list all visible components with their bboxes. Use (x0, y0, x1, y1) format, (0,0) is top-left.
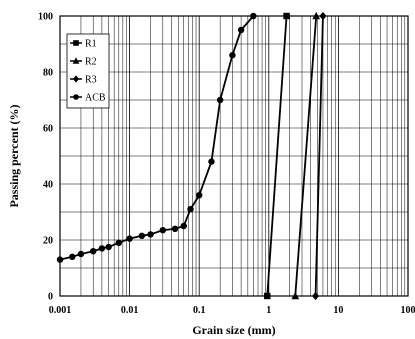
x-tick-label: 1 (266, 305, 271, 316)
data-point-acb (77, 250, 85, 258)
data-point-acb (105, 243, 112, 251)
data-point-acb (237, 26, 245, 34)
legend-marker-r3 (72, 75, 80, 83)
data-point-acb (138, 232, 146, 239)
data-point-acb (229, 52, 236, 59)
data-point-acb (115, 239, 123, 246)
y-tick-label: 40 (43, 180, 53, 191)
data-point-r2 (312, 11, 321, 20)
data-point-r3 (312, 291, 320, 301)
grid (59, 16, 408, 296)
series-line-r2 (294, 15, 318, 297)
y-tick-label: 0 (48, 292, 53, 303)
legend-label-r3: R3 (85, 75, 97, 86)
legend-marker-acb (73, 94, 79, 100)
data-point-r3 (319, 11, 327, 21)
x-axis-title: Grain size (mm) (192, 323, 275, 337)
data-point-acb (69, 253, 76, 260)
legend-label-acb: ACB (85, 93, 106, 104)
series-line-r1 (266, 15, 288, 297)
data-point-acb (250, 12, 257, 20)
y-axis-title: Passing percent (%) (7, 104, 21, 207)
data-series (56, 11, 327, 301)
legend-marker-r2 (72, 57, 80, 64)
legend: R1 R2 R3 ACB (66, 33, 110, 109)
data-point-acb (90, 248, 97, 255)
data-point-acb (98, 245, 106, 252)
x-tick-label: 100 (401, 305, 415, 316)
data-point-r1 (264, 292, 271, 300)
data-point-acb (56, 256, 64, 263)
x-tick-label: 0.001 (49, 305, 72, 316)
tick-labels: 0.001 0.01 0.1 1 10 100 0 20 40 60 80 100 (38, 12, 415, 317)
legend-label-r1: R1 (85, 39, 97, 50)
data-point-acb (171, 225, 179, 232)
series-line-r3 (314, 15, 324, 297)
data-point-acb (126, 235, 133, 242)
data-point-acb (216, 96, 224, 104)
data-point-acb (187, 206, 194, 213)
data-point-acb (159, 227, 167, 234)
data-point-acb (180, 222, 187, 230)
plot-frame (59, 15, 409, 297)
y-tick-label: 80 (43, 68, 53, 79)
data-point-acb (208, 158, 215, 165)
y-tick-label: 100 (38, 12, 53, 23)
legend-label-r2: R2 (85, 57, 97, 68)
legend-marker-r1 (73, 40, 79, 46)
data-point-r2 (291, 291, 300, 300)
data-point-r1 (283, 12, 290, 20)
x-tick-label: 10 (333, 305, 343, 316)
data-point-acb (147, 231, 154, 238)
x-tick-label: 0.01 (121, 305, 139, 316)
x-tick-label: 0.1 (193, 305, 206, 316)
y-tick-label: 20 (43, 236, 53, 247)
data-point-acb (196, 192, 203, 199)
y-tick-label: 60 (43, 124, 53, 135)
